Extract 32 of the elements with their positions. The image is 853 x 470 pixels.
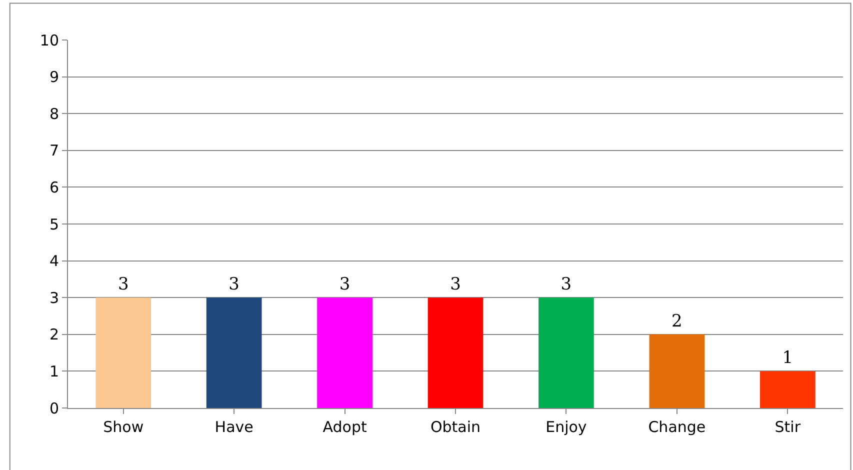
data-label: 3	[118, 274, 129, 295]
y-tick-label: 8	[49, 104, 59, 123]
data-label: 3	[228, 274, 240, 295]
y-tick-label: 6	[49, 178, 59, 196]
data-label: 3	[450, 274, 461, 295]
y-tick-label: 2	[49, 326, 59, 344]
data-label: 3	[560, 274, 572, 295]
bar	[760, 371, 816, 408]
data-label: 1	[782, 348, 794, 368]
bar	[96, 298, 152, 408]
y-tick-label: 10	[40, 31, 59, 50]
y-tick-label: 0	[49, 399, 59, 418]
x-tick-label: Stir	[774, 418, 802, 436]
bar	[317, 298, 372, 408]
x-tick-label: Enjoy	[546, 418, 587, 436]
data-label: 2	[672, 311, 682, 332]
y-tick-label: 5	[49, 215, 59, 234]
x-tick-label: Change	[648, 418, 706, 436]
bar	[206, 298, 262, 408]
bar	[538, 298, 594, 408]
x-tick-label: Adopt	[322, 418, 367, 436]
x-tick-label: Show	[103, 418, 144, 436]
bar	[649, 334, 705, 408]
data-label: 3	[339, 274, 350, 295]
x-tick-label: Have	[214, 418, 254, 436]
y-tick-label: 3	[49, 288, 59, 307]
x-tick-label: Obtain	[430, 418, 481, 436]
y-tick-label: 4	[49, 252, 59, 270]
bar	[428, 298, 484, 408]
y-tick-label: 7	[49, 142, 59, 160]
y-tick-label: 9	[49, 68, 59, 86]
y-tick-label: 1	[49, 362, 59, 380]
